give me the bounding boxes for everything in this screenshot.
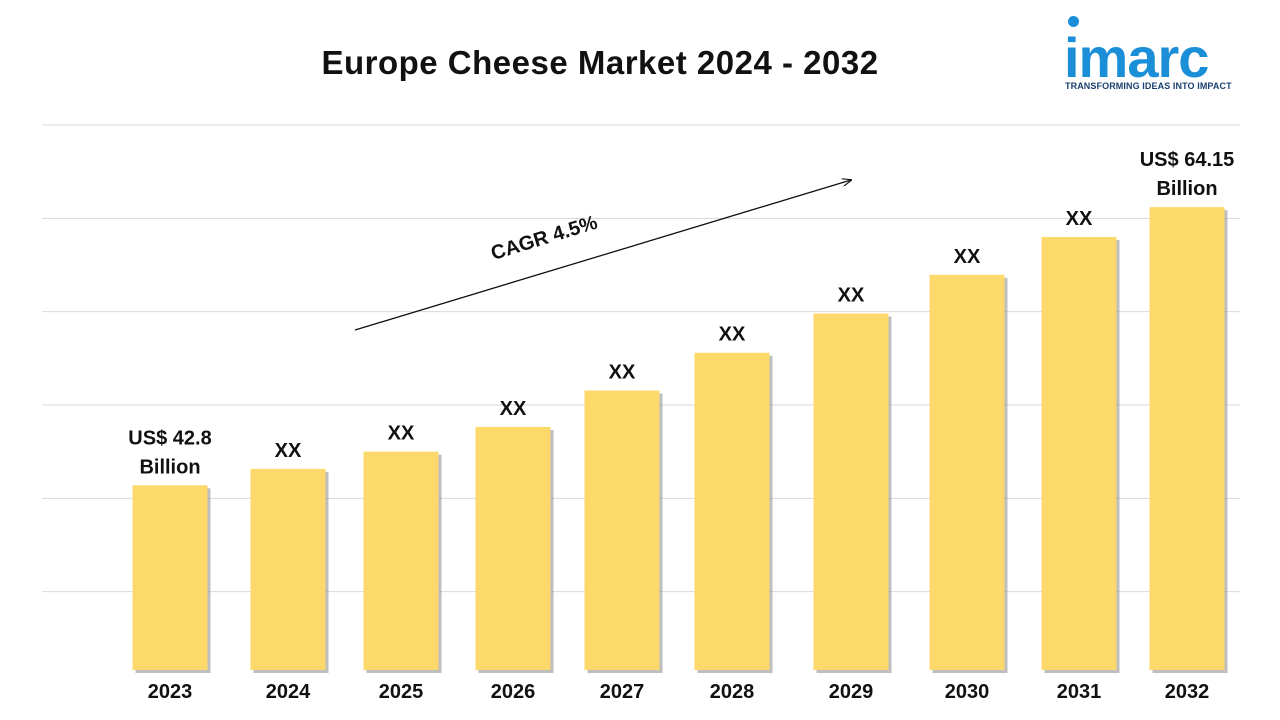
data-label: Billion bbox=[1156, 178, 1217, 200]
data-label: XX bbox=[719, 324, 746, 346]
x-axis-ticks: 2023 2024 2025 2026 2027 2028 2029 2030 2031 2032 bbox=[148, 681, 1210, 703]
gridlines bbox=[42, 124, 1240, 593]
data-label: XX bbox=[954, 246, 981, 268]
bar-2027 bbox=[584, 390, 660, 670]
bar-2032 bbox=[1149, 207, 1225, 670]
logo-dot bbox=[1068, 16, 1079, 27]
bar-2031 bbox=[1041, 237, 1117, 670]
bar-2023 bbox=[132, 485, 208, 670]
bar-2030 bbox=[929, 274, 1005, 670]
bar-2025 bbox=[363, 451, 439, 670]
chart-title: Europe Cheese Market 2024 - 2032 bbox=[321, 44, 879, 81]
imarc-logo: imarc TRANSFORMING IDEAS INTO IMPACT bbox=[1062, 14, 1248, 94]
x-tick-label: 2029 bbox=[829, 681, 874, 703]
x-tick-label: 2023 bbox=[148, 681, 193, 703]
logo-tagline: TRANSFORMING IDEAS INTO IMPACT bbox=[1065, 81, 1232, 91]
x-tick-label: 2027 bbox=[600, 681, 645, 703]
cagr-annotation: CAGR 4.5% bbox=[354, 180, 851, 331]
bars bbox=[132, 207, 1228, 673]
data-label: XX bbox=[609, 362, 636, 384]
cagr-label: CAGR 4.5% bbox=[488, 212, 600, 265]
cagr-arrow bbox=[354, 180, 851, 331]
bar-2024 bbox=[250, 468, 326, 670]
bar-2029 bbox=[813, 313, 889, 670]
data-label: Billion bbox=[139, 456, 200, 478]
data-label: XX bbox=[500, 398, 527, 420]
data-labels: US$ 42.8 Billion XX XX XX XX XX XX XX XX US$ 64.15… bbox=[128, 149, 1234, 478]
bar-2028 bbox=[694, 352, 770, 670]
x-tick-label: 2024 bbox=[266, 681, 311, 703]
x-tick-label: 2031 bbox=[1057, 681, 1102, 703]
logo-wordmark: imarc bbox=[1064, 26, 1209, 89]
bar-2026 bbox=[475, 426, 551, 670]
data-label: XX bbox=[838, 285, 865, 307]
x-tick-label: 2030 bbox=[945, 681, 990, 703]
x-tick-label: 2025 bbox=[379, 681, 424, 703]
x-tick-label: 2026 bbox=[491, 681, 536, 703]
data-label: XX bbox=[388, 423, 415, 445]
data-label: US$ 42.8 bbox=[128, 427, 211, 449]
data-label: XX bbox=[275, 440, 302, 462]
x-tick-label: 2028 bbox=[710, 681, 755, 703]
x-tick-label: 2032 bbox=[1165, 681, 1210, 703]
data-label: US$ 64.15 bbox=[1140, 149, 1235, 171]
data-label: XX bbox=[1066, 208, 1093, 230]
